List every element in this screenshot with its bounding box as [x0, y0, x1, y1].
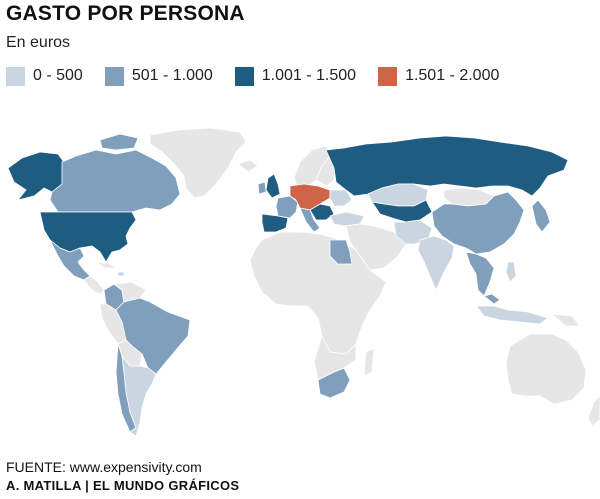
- legend-swatch-501-1000: [104, 66, 124, 86]
- region-russia: [325, 135, 569, 197]
- region-caribbean: [95, 261, 117, 269]
- credit-note: A. MATILLA | EL MUNDO GRÁFICOS: [6, 478, 240, 493]
- region-iceland: [237, 159, 259, 173]
- region-egypt: [329, 239, 353, 265]
- region-uk: [265, 173, 281, 199]
- map-title: GASTO POR PERSONA: [6, 2, 245, 25]
- legend-label-1001-1500: 1.001 - 1.500: [261, 67, 357, 84]
- legend-swatch-1501-2000: [378, 66, 398, 86]
- region-brazil: [115, 297, 191, 375]
- legend-swatch-1001-1500: [234, 66, 254, 86]
- legend-item-1001-1500: 1.001 - 1.500: [234, 66, 357, 86]
- region-iberia: [261, 213, 289, 233]
- legend-label-1501-2000: 1.501 - 2.000: [405, 67, 500, 84]
- region-canada-islands: [99, 133, 139, 151]
- region-australia: [505, 333, 587, 405]
- legend-label-501-1000: 501 - 1.000: [131, 67, 213, 84]
- legend-swatch-0-500: [6, 66, 25, 86]
- region-usa: [39, 211, 137, 263]
- region-canada: [49, 149, 181, 213]
- region-caribbean-islands: [117, 271, 125, 277]
- region-greenland: [149, 127, 247, 199]
- legend-label-0-500: 0 - 500: [33, 67, 83, 84]
- region-southeast-asia: [465, 251, 495, 297]
- region-new-zealand: [587, 395, 600, 427]
- region-philippines: [505, 261, 517, 283]
- region-southern-africa: [313, 335, 357, 381]
- world-choropleth-map: [7, 127, 600, 437]
- source-note: FUENTE: www.expensivity.com: [6, 459, 202, 475]
- legend-item-501-1000: 501 - 1.000: [104, 66, 213, 86]
- map-subtitle: En euros: [6, 34, 71, 51]
- region-balkans: [309, 203, 335, 221]
- region-central-america: [83, 275, 105, 295]
- region-argentina: [121, 355, 157, 437]
- region-indonesia: [475, 305, 549, 325]
- legend-item-1501-2000: 1.501 - 2.000: [378, 66, 500, 86]
- region-mexico: [49, 239, 91, 281]
- region-china: [431, 191, 525, 255]
- region-png: [551, 313, 581, 327]
- region-madagascar: [363, 347, 375, 377]
- region-ireland: [257, 181, 267, 195]
- region-malaysia: [483, 293, 501, 305]
- region-japan: [531, 199, 551, 233]
- region-india: [417, 235, 455, 291]
- legend: 0 - 500 501 - 1.000 1.001 - 1.500 1.501 …: [6, 64, 521, 88]
- legend-item-0-500: 0 - 500: [6, 66, 83, 86]
